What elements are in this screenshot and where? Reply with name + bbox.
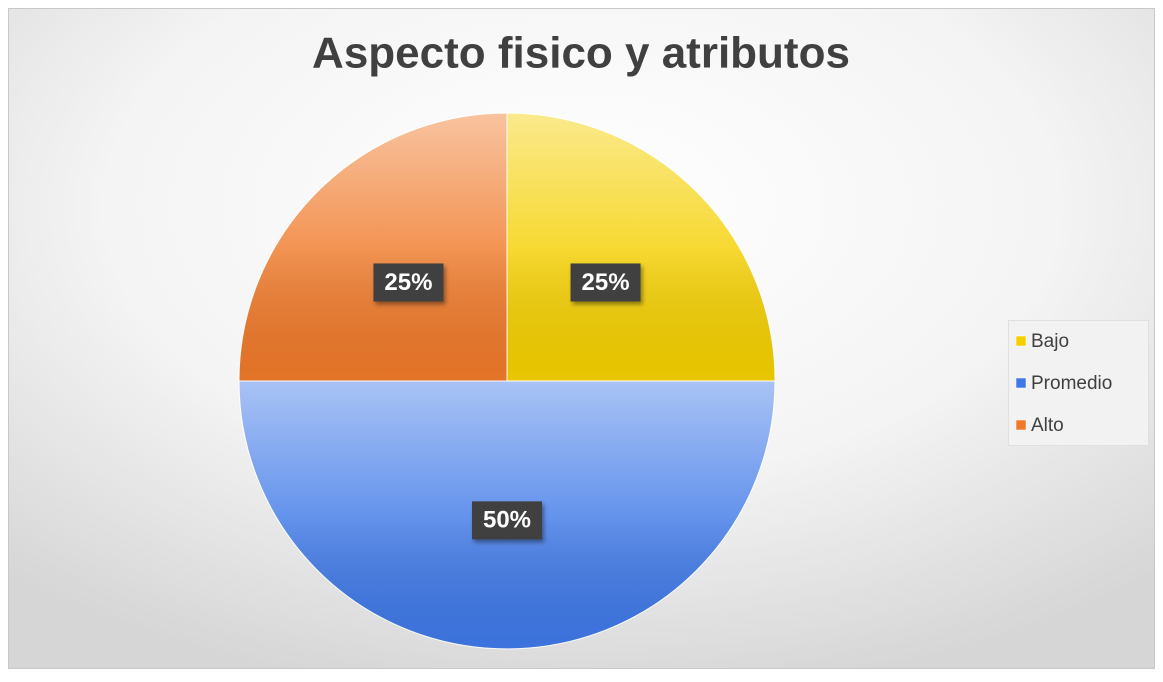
legend-label: Alto bbox=[1031, 415, 1064, 436]
legend-marker bbox=[1015, 377, 1027, 389]
data-label-box bbox=[570, 263, 641, 302]
legend-marker bbox=[1015, 335, 1027, 347]
legend-label: Promedio bbox=[1031, 373, 1112, 394]
data-label-box bbox=[472, 501, 542, 540]
slice-shine bbox=[239, 113, 507, 381]
data-label: 25% bbox=[582, 269, 630, 296]
chart-title: Aspecto fisico y atributos bbox=[312, 29, 850, 78]
legend-label: Bajo bbox=[1031, 331, 1069, 352]
data-label: 25% bbox=[384, 269, 432, 296]
data-label: 50% bbox=[483, 507, 531, 534]
legend bbox=[1008, 320, 1149, 446]
slice-shine bbox=[507, 113, 775, 381]
data-label-box bbox=[373, 263, 444, 302]
legend-marker bbox=[1015, 419, 1027, 431]
